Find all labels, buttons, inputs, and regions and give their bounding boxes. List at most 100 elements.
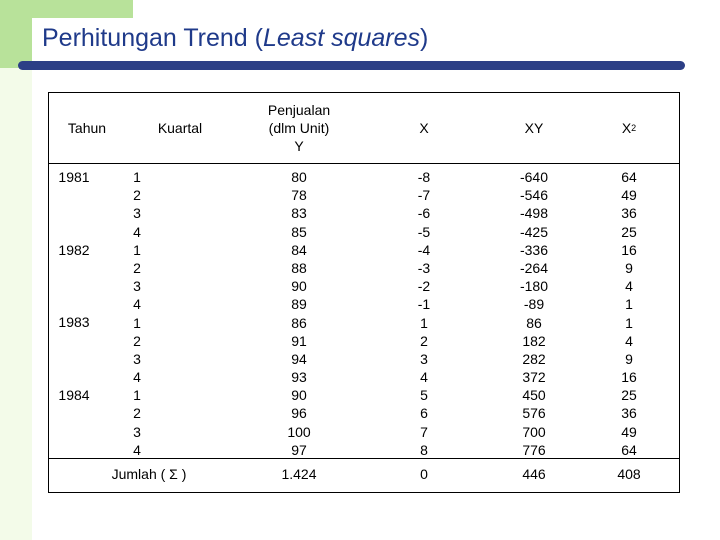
header-penjualan: Penjualan (dlm Unit) Y: [244, 93, 354, 163]
title-emphasis: Least squares: [262, 24, 421, 52]
table-cell-x: 7: [420, 423, 428, 440]
header-x2-exponent: 2: [631, 123, 637, 133]
table-cell-x: -3: [417, 259, 431, 276]
table-cell-x: -5: [417, 223, 431, 240]
side-decor-band: [0, 0, 32, 540]
table-cell-y: 94: [291, 350, 307, 367]
table-cell-xy: -336: [519, 241, 549, 258]
table-cell-kuartal: 1: [133, 169, 141, 185]
table-cell-x: -8: [417, 169, 431, 185]
column-x2: 64 49 36 25 16 9 4 1 1 4 9 16 25 36 49 64: [609, 168, 649, 459]
table-cell-x: -6: [417, 205, 431, 222]
table-cell-kuartal: 3: [133, 423, 141, 440]
table-cell-y: 90: [291, 278, 307, 295]
table-cell-y: 85: [291, 223, 307, 240]
header-penjualan-line2: (dlm Unit): [268, 120, 330, 136]
table-cell-y: 96: [291, 405, 307, 422]
table-cell-y: 97: [291, 441, 307, 458]
table-cell-xy: -640: [519, 169, 549, 185]
table-cell-kuartal: 4: [133, 441, 141, 458]
table-cell-y: 90: [291, 387, 307, 404]
table-cell-x2: 9: [625, 259, 633, 276]
table-cell-x2: 36: [621, 405, 637, 422]
table-cell-x2: 25: [621, 387, 637, 404]
table-cell-x: -2: [417, 278, 431, 295]
table-cell-y: 86: [291, 314, 307, 331]
header-x: X: [419, 120, 429, 136]
table-cell-x2: 4: [625, 278, 633, 295]
table-cell-x: 2: [420, 332, 428, 349]
table-cell-xy: -425: [519, 223, 549, 240]
table-cell-kuartal: 4: [133, 223, 141, 240]
table-cell-kuartal: 1: [133, 314, 141, 331]
table-cell-y: 88: [291, 259, 307, 276]
table-cell-xy: 576: [522, 405, 546, 422]
table-cell-x: 6: [420, 405, 428, 422]
table-cell-x2: 4: [625, 332, 633, 349]
table-cell-y: 80: [291, 169, 307, 185]
table-cell-xy: 450: [522, 387, 546, 404]
table-cell-xy: 776: [522, 441, 546, 458]
title-underline-bar: [18, 61, 685, 70]
header-xy: XY: [524, 120, 544, 136]
table-cell-y: 89: [291, 296, 307, 313]
table-cell-kuartal: 1: [133, 387, 141, 404]
header-kuartal: Kuartal: [157, 120, 203, 136]
table-cell-x: -7: [417, 187, 431, 204]
column-x: -8 -7 -6 -5 -4 -3 -2 -1 1 2 3 4 5 6 7 8: [404, 168, 444, 459]
table-cell-x: 5: [420, 387, 428, 404]
table-cell-xy: -546: [519, 187, 549, 204]
table-cell-xy: -498: [519, 205, 549, 222]
table-cell-x2: 16: [621, 369, 637, 386]
table-cell-x2: 49: [621, 187, 637, 204]
year-label: 1981: [58, 169, 90, 185]
table-cell-kuartal: 2: [133, 187, 141, 204]
year-label: 1984: [58, 387, 90, 403]
total-y: 1.424: [281, 466, 317, 482]
table-cell-kuartal: 4: [133, 369, 141, 386]
table-cell-x: 3: [420, 350, 428, 367]
table-cell-kuartal: 3: [133, 350, 141, 367]
table-cell-y: 100: [287, 423, 311, 440]
table-cell-x2: 49: [621, 423, 637, 440]
table-cell-x: 1: [420, 314, 428, 331]
table-cell-kuartal: 2: [133, 332, 141, 349]
header-separator: [49, 163, 679, 164]
table-cell-x2: 64: [621, 441, 637, 458]
column-xy: -640 -546 -498 -425 -336 -264 -180 -89 86 182 282 3…: [504, 168, 564, 459]
table-cell-x: 8: [420, 441, 428, 458]
table-cell-kuartal: 3: [133, 205, 141, 222]
table-cell-xy: 282: [522, 350, 546, 367]
table-cell-x2: 1: [625, 314, 633, 331]
table-cell-y: 83: [291, 205, 307, 222]
table-cell-y: 78: [291, 187, 307, 204]
table-cell-kuartal: 2: [133, 259, 141, 276]
table-cell-y: 93: [291, 369, 307, 386]
trend-table: Tahun Kuartal Penjualan (dlm Unit) Y X X…: [48, 92, 680, 493]
table-cell-x2: 64: [621, 169, 637, 185]
table-cell-xy: 700: [522, 423, 546, 440]
table-cell-kuartal: 3: [133, 278, 141, 295]
total-label: Jumlah ( Σ ): [111, 466, 187, 482]
header-x2-base: X: [621, 120, 632, 136]
table-cell-y: 84: [291, 241, 307, 258]
title-end: ): [420, 24, 429, 52]
table-cell-x2: 1: [625, 296, 633, 313]
header-penjualan-line3: Y: [294, 138, 304, 154]
total-xy: 446: [522, 466, 546, 482]
table-cell-x2: 36: [621, 205, 637, 222]
table-cell-xy: -89: [523, 296, 545, 313]
table-cell-x: 4: [420, 369, 428, 386]
header-tahun: Tahun: [67, 120, 107, 136]
table-cell-xy: 372: [522, 369, 546, 386]
header-penjualan-line1: Penjualan: [267, 102, 331, 118]
total-x: 0: [420, 466, 428, 482]
slide-title: Perhitungan Trend (Least squares): [42, 24, 428, 53]
table-cell-xy: 182: [522, 332, 546, 349]
table-cell-kuartal: 2: [133, 405, 141, 422]
total-x2: 408: [617, 466, 641, 482]
table-cell-xy: 86: [526, 314, 542, 331]
table-cell-x2: 25: [621, 223, 637, 240]
